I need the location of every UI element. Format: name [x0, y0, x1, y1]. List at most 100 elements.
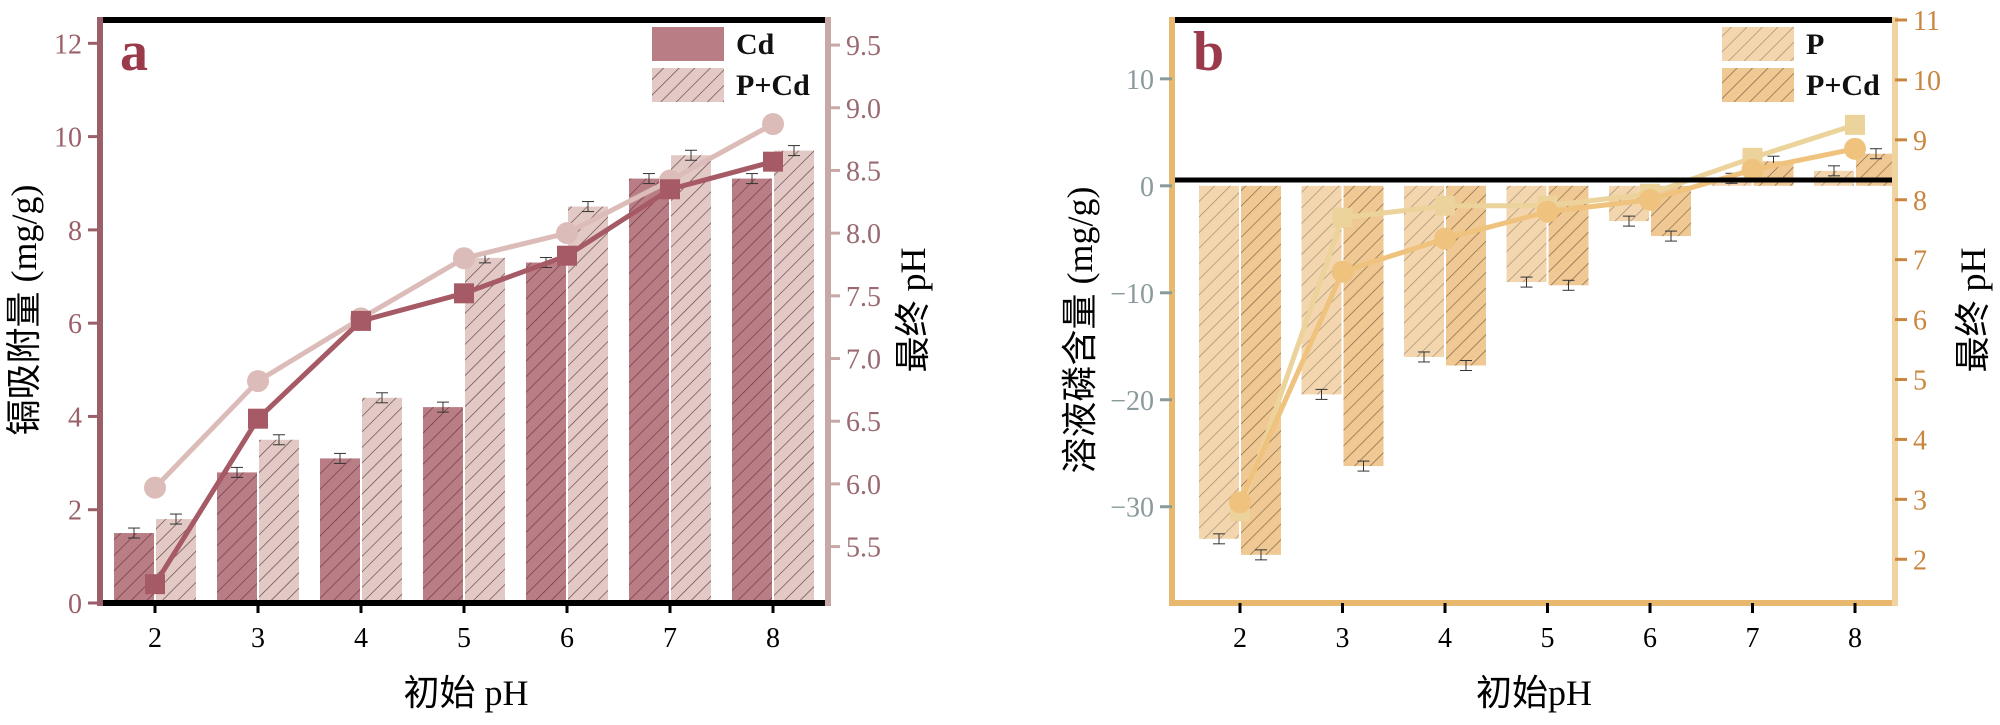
point-b-p-cd-6	[1639, 188, 1661, 211]
x-tick-label-b-4: 4	[1438, 623, 1452, 654]
bar-a-p-cd-6	[568, 206, 608, 603]
y2-tick-label-b-9: 9	[1913, 126, 1927, 157]
x-tick-label-b-6: 6	[1643, 623, 1657, 654]
y-tick-label-a-0: 0	[68, 589, 82, 620]
chart-b-y2-ticks: 2 3 4 5 6 7 8 9 10 11	[1895, 6, 1941, 576]
chart-a-legend-label-cd: Cd	[736, 28, 775, 61]
chart-b-legend-swatch-p	[1722, 27, 1794, 61]
chart-a-y-ticks: 0 2 4 6 8 10 12	[54, 29, 100, 620]
point-b-p-cd-8	[1844, 137, 1866, 160]
chart-a-legend: Cd P+Cd	[652, 27, 810, 102]
y-tick-label-a-12: 12	[54, 29, 82, 60]
y2-tick-label-b-5: 5	[1913, 366, 1927, 397]
bar-b-p-2	[1199, 185, 1239, 539]
x-tick-label-b-8: 8	[1848, 623, 1862, 654]
x-tick-label-b-2: 2	[1233, 623, 1247, 654]
bar-a-cd-6	[526, 262, 566, 603]
chart-a-x-ticks: 2 3 4 5 6 7 8	[148, 603, 780, 654]
y-tick-label-a-4: 4	[68, 402, 82, 433]
bar-a-p-cd-4	[362, 397, 402, 603]
y-tick-label-b-10: 10	[1126, 65, 1154, 96]
chart-b-y-axis-label: 溶液磷含量 (mg/g)	[1060, 187, 1100, 474]
point-b-p-cd-5	[1536, 200, 1559, 223]
point-b-p-cd-3	[1331, 260, 1354, 283]
chart-b-lines	[1229, 114, 1866, 522]
chart-b-bars	[1199, 153, 1896, 555]
chart-a-legend-swatch-cd	[652, 27, 724, 61]
bar-a-cd-5	[423, 407, 463, 603]
point-a-p-cd-8	[762, 113, 784, 136]
bar-a-p-cd-3	[259, 439, 299, 603]
bar-a-cd-3	[217, 472, 257, 603]
point-b-p-cd-2	[1229, 491, 1251, 514]
chart-a: 2 3 4 5 6 7 8 0 2 4 6 8 10 12 5.5 6.0 6.5 7.0 7.5 8.0 8.5 9…	[4, 17, 933, 713]
chart-b-y2-axis-label: 最终 pH	[1953, 248, 1993, 373]
y2-tick-label-b-4: 4	[1913, 425, 1927, 456]
chart-b: 2 3 4 5 6 7 8 −30 −20 −10 0 10 2 3 4 5 6 7 8 9 10 11 b 初始pH…	[1060, 6, 1993, 713]
chart-a-x-axis-label: 初始 pH	[404, 673, 529, 713]
bar-a-p-cd-5	[465, 257, 505, 603]
y-tick-label-b-−30: −30	[1110, 493, 1154, 524]
chart-b-x-ticks: 2 3 4 5 6 7 8	[1233, 603, 1862, 654]
x-tick-label-a-7: 7	[663, 623, 677, 654]
y-tick-label-b-0: 0	[1140, 172, 1154, 203]
point-b-p-3	[1332, 207, 1353, 228]
x-tick-label-a-8: 8	[766, 623, 780, 654]
chart-a-y2-axis-label: 最终 pH	[893, 248, 933, 373]
x-tick-label-b-5: 5	[1541, 623, 1555, 654]
bar-a-cd-4	[320, 458, 360, 603]
chart-a-y-axis-label: 镉吸附量 (mg/g)	[4, 185, 44, 436]
y-tick-label-b-−10: −10	[1110, 279, 1154, 310]
y2-tick-label-a-8.5: 8.5	[846, 156, 881, 187]
y2-tick-label-a-7.0: 7.0	[846, 345, 881, 376]
y2-tick-label-b-7: 7	[1913, 246, 1927, 277]
chart-b-legend: P P+Cd	[1722, 27, 1880, 102]
chart-a-y2-ticks: 5.5 6.0 6.5 7.0 7.5 8.0 8.5 9.0 9.5	[828, 31, 881, 564]
x-tick-label-a-5: 5	[457, 623, 471, 654]
chart-b-errorbars	[1213, 148, 1882, 561]
chart-a-legend-label-pcd: P+Cd	[736, 69, 810, 102]
point-a-p-cd-6	[556, 222, 578, 245]
y2-tick-label-b-3: 3	[1913, 485, 1927, 516]
y2-tick-label-a-8.0: 8.0	[846, 219, 881, 250]
chart-b-legend-swatch-pcd	[1722, 68, 1794, 102]
chart-b-panel-letter: b	[1193, 21, 1224, 83]
x-tick-label-a-3: 3	[251, 623, 265, 654]
point-a-p-cd-5	[453, 247, 475, 270]
point-a-cd-6	[557, 245, 577, 266]
bar-a-p-cd-8	[774, 150, 814, 604]
point-a-cd-3	[248, 408, 268, 429]
y2-tick-label-a-9.0: 9.0	[846, 94, 881, 125]
chart-b-legend-label-p: P	[1806, 28, 1824, 61]
point-b-p-8	[1845, 114, 1865, 135]
y2-tick-label-b-2: 2	[1913, 545, 1927, 576]
point-a-cd-8	[763, 151, 783, 172]
point-a-p-cd-3	[247, 370, 269, 393]
y2-tick-label-b-11: 11	[1913, 6, 1940, 37]
x-tick-label-b-3: 3	[1336, 623, 1350, 654]
point-b-p-cd-7	[1741, 158, 1764, 181]
point-a-cd-7	[660, 179, 680, 200]
x-tick-label-a-6: 6	[560, 623, 574, 654]
y-tick-label-a-6: 6	[68, 309, 82, 340]
y2-tick-label-a-6.0: 6.0	[846, 470, 881, 501]
y2-tick-label-a-6.5: 6.5	[846, 407, 881, 438]
y2-tick-label-b-10: 10	[1913, 66, 1941, 97]
point-b-p-4	[1435, 195, 1455, 216]
chart-a-legend-swatch-pcd	[652, 68, 724, 102]
point-a-p-cd-2	[144, 476, 166, 499]
x-tick-label-b-7: 7	[1746, 623, 1760, 654]
y2-tick-label-b-8: 8	[1913, 186, 1927, 217]
bar-b-p-cd-3	[1343, 185, 1384, 467]
y-tick-label-a-8: 8	[68, 216, 82, 247]
y-tick-label-b-−20: −20	[1110, 386, 1154, 417]
bar-b-p-cd-4	[1446, 185, 1486, 366]
point-a-cd-2	[145, 574, 165, 595]
y-tick-label-a-10: 10	[54, 123, 82, 154]
bar-a-cd-7	[629, 178, 669, 604]
point-b-p-cd-4	[1434, 227, 1456, 250]
y2-tick-label-b-6: 6	[1913, 306, 1927, 337]
bar-a-cd-8	[732, 178, 772, 604]
chart-b-y-ticks: −30 −20 −10 0 10	[1110, 65, 1172, 524]
